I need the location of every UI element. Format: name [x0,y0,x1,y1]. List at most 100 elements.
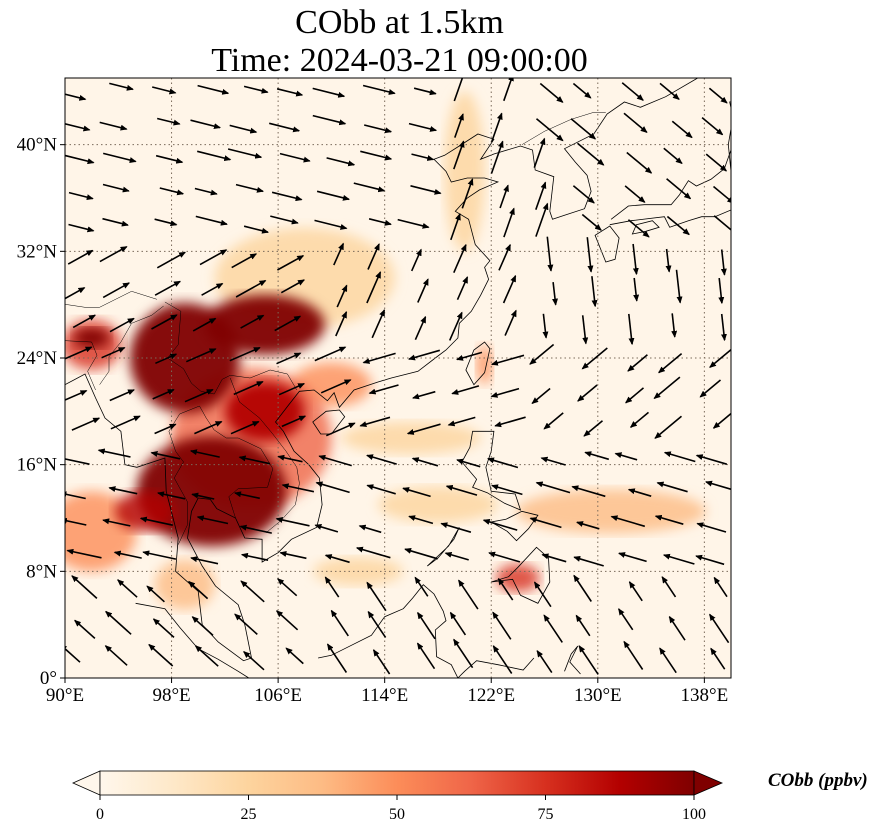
wind-arrow [358,524,382,534]
wind-arrow [194,420,223,435]
wind-arrow [663,451,696,463]
wind-arrow [490,354,525,366]
wind-arrow [191,616,214,636]
wind-arrow [408,122,438,132]
border-myanmar-thailand [168,413,188,545]
colorbar-ticks: 0 25 50 75 100 [96,795,706,823]
wind-arrow [366,484,396,495]
wind-arrow [109,389,135,402]
wind-arrow [633,277,640,302]
wind-arrow [150,451,181,460]
wind-arrow [102,518,131,527]
wind-arrow [573,574,592,602]
wind-arrow [154,423,177,435]
wind-arrow [152,618,175,638]
wind-arrow [666,178,692,200]
wind-arrow [629,411,650,428]
wind-arrow [368,384,399,395]
wind-arrow [542,313,549,339]
wind-arrow [482,519,518,531]
coast-hainan [312,409,346,435]
wind-arrow [139,516,173,526]
wind-arrow [712,412,731,429]
concentration-field [65,91,707,610]
wind-arrow [280,279,305,294]
wind-arrow [627,354,648,372]
wind-arrow [364,124,393,134]
coast-luzon [461,430,522,511]
wind-arrow [533,581,552,608]
wind-arrow [314,346,347,362]
wind-arrow [65,458,90,465]
coast-sulawesi [457,657,535,678]
wind-arrow [666,215,690,236]
wind-arrow [184,388,214,403]
coast-hokkaido [729,101,731,125]
wind-arrow [201,282,224,296]
wind-arrow [243,85,269,94]
title-line-2: Time: 2024-03-21 09:00:00 [211,42,588,79]
wind-arrow [577,384,598,402]
wind-arrow [326,157,356,167]
wind-arrow [713,215,731,236]
wind-arrow [623,640,644,670]
lon-tick-label: 98°E [152,685,190,706]
wind-arrow [148,643,174,667]
wind-arrow [504,309,517,336]
wind-arrow [65,389,88,401]
wind-arrow [190,119,221,130]
wind-arrow [314,219,348,230]
wind-arrow [368,218,392,226]
wind-arrow [410,185,442,195]
wind-arrow [366,454,397,465]
wind-arrow [628,581,643,602]
wind-arrow [454,113,464,138]
wind-arrow [408,515,434,525]
wind-arrow [276,88,304,97]
wind-arrow [541,553,567,563]
wind-arrow [453,243,467,274]
wind-arrow [191,492,215,500]
wind-arrow [197,150,232,162]
wind-arrow [497,577,514,601]
lat-tick-label: 16°N [17,455,58,476]
wind-arrow [367,243,380,270]
wind-arrow [411,457,439,467]
wind-arrow [240,314,265,329]
coast-kyushu [594,225,620,263]
wind-arrow [573,556,604,567]
wind-arrow [628,313,635,346]
wind-arrow [315,481,350,494]
wind-arrow [65,491,86,500]
wind-arrow [584,451,610,461]
wind-arrow [543,412,564,430]
longitude-tick-labels: 90°E 98°E 106°E 114°E 122°E 130°E 138°E [46,678,728,706]
wind-arrow [535,202,549,237]
wind-arrow [366,271,382,304]
wind-arrow [97,448,131,458]
wind-arrow [234,613,258,635]
wind-arrow [709,348,731,368]
wind-arrow [312,114,347,126]
wind-arrow [243,651,265,671]
wind-arrow [366,581,387,612]
wind-arrow [417,611,436,640]
wind-arrow [712,185,731,204]
wind-arrow [406,423,441,435]
wind-arrow [663,147,683,165]
wind-arrow [277,578,298,597]
wind-arrow [335,310,348,337]
wind-arrow [450,213,461,241]
wind-arrow [105,610,132,635]
wind-arrow [333,242,345,266]
wind-arrow [487,457,519,469]
wind-arrow [543,614,563,643]
latitude-tick-labels: 0° 8°N 16°N 24°N 32°N 40°N [17,135,65,689]
wind-arrow [503,78,514,102]
wind-arrow [109,317,135,333]
wind-arrow [710,647,726,670]
wind-arrow [453,78,466,102]
wind-arrow [188,580,209,600]
plume-philippine-sea [516,489,707,534]
core-northeast-india [73,328,110,348]
